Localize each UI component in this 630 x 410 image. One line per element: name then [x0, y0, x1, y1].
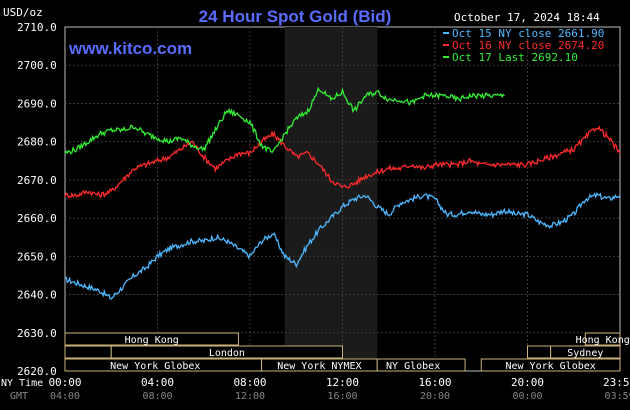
- plot-area: [64, 26, 621, 372]
- session-label: New York NYMEX: [277, 361, 361, 372]
- series-lines: [64, 86, 621, 300]
- session-bar: [64, 345, 112, 359]
- y-axis: 2710.0 2700.0 2690.0 2680.0 2670.0 2660.0 2650…: [17, 21, 57, 378]
- date-label: October 17, 2024 18:44: [454, 11, 600, 24]
- x-tick-label-gmt: 04:00: [50, 391, 80, 402]
- legend-label: Oct 15 NY close 2661.90: [452, 27, 604, 40]
- y-tick-label: 2670.0: [17, 174, 57, 187]
- y-tick-label: 2700.0: [17, 59, 57, 72]
- y-tick-label: 2710.0: [17, 21, 57, 34]
- series-line: [64, 192, 621, 300]
- session-label: Hong Kong: [576, 335, 630, 346]
- x-tick-label-ny: 16:00: [418, 376, 451, 389]
- x-tick-label-ny: 12:00: [326, 376, 359, 389]
- session-bar: [550, 345, 621, 359]
- y-tick-label: 2660.0: [17, 212, 57, 225]
- brand-label: www.kitco.com: [68, 39, 192, 58]
- x-tick-label-gmt: 12:00: [235, 391, 265, 402]
- y-tick-label: 2680.0: [17, 136, 57, 149]
- session-label: NY Globex: [386, 361, 440, 372]
- x-row-label-ny: NY Time: [1, 378, 43, 389]
- x-tick-label-ny: 23:59: [603, 376, 630, 389]
- shaded-session-band: [284, 27, 378, 371]
- x-tick-label-ny: 04:00: [141, 376, 174, 389]
- x-tick-label-ny: 00:00: [48, 376, 81, 389]
- y-tick-label: 2620.0: [17, 365, 57, 378]
- y-tick-label: 2650.0: [17, 250, 57, 263]
- y-tick-label: 2640.0: [17, 289, 57, 302]
- y-tick-label: 2690.0: [17, 97, 57, 110]
- x-tick-label-ny: 08:00: [233, 376, 266, 389]
- y-tick-label: 2630.0: [17, 327, 57, 340]
- chart-title: 24 Hour Spot Gold (Bid): [199, 7, 392, 26]
- x-tick-label-gmt: 16:00: [327, 391, 357, 402]
- series-line: [64, 86, 505, 155]
- session-label: Sydney: [567, 348, 603, 359]
- x-tick-label-gmt: 20:00: [420, 391, 450, 402]
- session-label: New York Globex: [110, 361, 200, 372]
- x-tick-label-ny: 20:00: [511, 376, 544, 389]
- series-line: [64, 125, 621, 199]
- market-session-bars: Hong Kong Hong Kong London Sydney New York G…: [64, 332, 630, 372]
- session-bar: [584, 332, 621, 346]
- x-tick-label-gmt: 03:59: [605, 391, 630, 402]
- legend-label: Oct 16 NY close 2674.20: [452, 39, 604, 52]
- session-bar: [376, 358, 466, 372]
- session-bar: [527, 345, 552, 359]
- x-tick-label-gmt: 08:00: [142, 391, 172, 402]
- x-row-label-gmt: GMT: [10, 391, 28, 402]
- legend-label: Oct 17 Last 2692.10: [452, 51, 578, 64]
- session-label: New York Globex: [505, 361, 595, 372]
- session-label: London: [209, 348, 245, 359]
- x-axis: 00:00 04:00 04:00 08:00 08:00 12:00 12:00 16:00…: [48, 376, 630, 402]
- y-unit-label: USD/oz: [3, 6, 43, 19]
- x-tick-label-gmt: 00:00: [512, 391, 542, 402]
- session-label: Hong Kong: [125, 335, 179, 346]
- session-bar: [110, 345, 343, 359]
- session-bar: [480, 358, 621, 372]
- session-bar: [64, 332, 239, 346]
